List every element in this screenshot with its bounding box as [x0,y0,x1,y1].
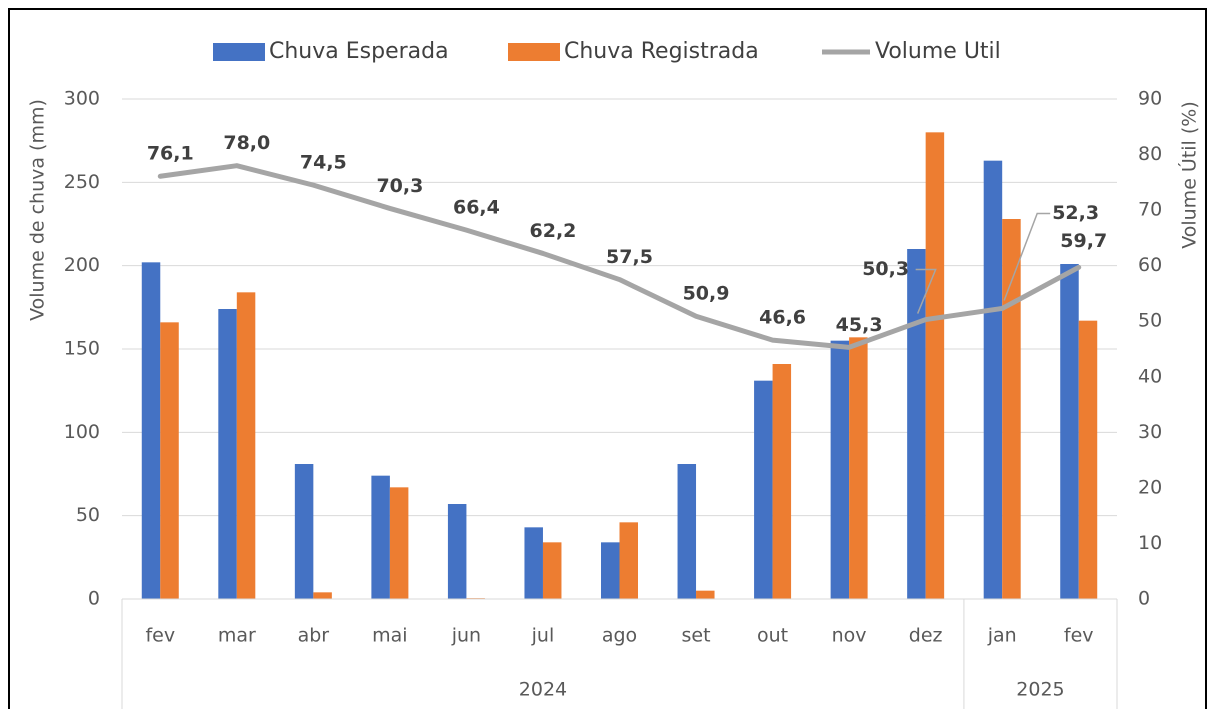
chart-border [8,8,1207,709]
x-tick-label: jan [987,625,1017,647]
legend-swatch [213,43,265,61]
y-tick-label: 250 [64,171,100,193]
y2-tick-label: 30 [1138,421,1162,443]
bar [677,464,697,599]
x-tick-label: fev [145,625,175,647]
y2-tick-label: 50 [1138,310,1162,332]
leader-line [1003,212,1051,301]
y-axis-title: Volume de chuva (mm) [27,99,49,321]
data-label: 74,5 [300,152,347,174]
y-tick-label: 300 [64,88,100,110]
data-label: 62,2 [530,220,577,242]
leader-line [915,268,937,314]
data-label: 70,3 [376,175,423,197]
bar [313,592,332,599]
y-tick-label: 200 [64,254,100,276]
data-label: 76,1 [147,143,194,165]
data-label: 78,0 [223,132,270,154]
y-tick-label: 150 [64,338,100,360]
x-tick-label: jul [531,625,555,647]
y2-tick-label: 70 [1138,199,1162,221]
bar [141,262,161,599]
data-label: 50,3 [862,258,909,280]
bar [236,292,256,599]
x-tick-label: nov [832,625,867,647]
bar [696,590,715,599]
y2-tick-label: 0 [1138,588,1150,610]
bar [619,522,638,599]
bar [772,364,792,599]
y2-tick-label: 10 [1138,532,1162,554]
x-tick-label: dez [909,625,943,647]
y2-tick-label: 90 [1138,88,1162,110]
y2-tick-label: 40 [1138,365,1162,387]
bar [907,249,926,599]
x-tick-label: mai [372,625,407,647]
data-label: 52,3 [1052,202,1099,224]
bar [389,487,409,599]
x-group-label: 2025 [1016,679,1064,701]
y-tick-label: 0 [88,588,100,610]
y2-axis-title: Volume Útil (%) [1177,101,1201,249]
data-label: 66,4 [453,197,500,219]
y-tick-label: 50 [76,504,100,526]
bar [371,475,390,599]
bar [524,527,543,599]
y2-tick-label: 20 [1138,476,1162,498]
line-series [157,163,1082,350]
bar [542,542,562,599]
data-label: 59,7 [1060,230,1107,252]
x-tick-label: ago [602,625,637,647]
data-label: 45,3 [836,314,883,336]
bar [294,464,314,599]
bar [754,380,773,599]
legend-label: Chuva Registrada [564,39,759,64]
bar [830,340,850,599]
bar [447,504,467,599]
x-tick-label: set [682,625,711,647]
x-tick-label: mar [218,625,256,647]
x-tick-label: jun [451,625,481,647]
data-label: 46,6 [759,307,806,329]
data-label: 50,9 [683,283,730,305]
y2-tick-label: 80 [1138,143,1162,165]
x-tick-label: out [757,625,788,647]
legend-label: Chuva Esperada [269,39,449,64]
bar [983,160,1003,599]
bar [925,132,945,600]
bar [1002,219,1021,599]
y2-tick-label: 60 [1138,254,1162,276]
bar [1060,264,1079,599]
x-tick-label: abr [298,625,330,647]
x-group-label: 2024 [519,679,567,701]
bar [160,322,179,599]
bar [1078,320,1098,599]
legend-label: Volume Util [875,39,1001,64]
y-tick-label: 100 [64,421,100,443]
data-label: 57,5 [606,246,653,268]
bar [601,542,620,599]
legend-swatch [508,43,560,61]
x-tick-label: fev [1064,625,1094,647]
bar [849,337,868,599]
bar [218,309,237,599]
